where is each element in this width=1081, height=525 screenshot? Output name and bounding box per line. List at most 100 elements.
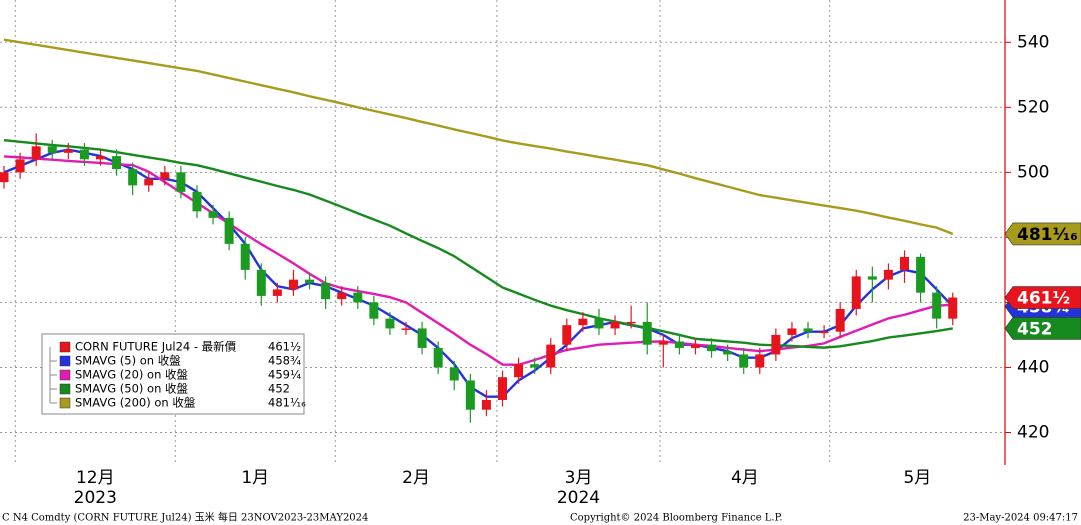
candle-body <box>835 308 845 332</box>
candle-body <box>690 344 700 348</box>
footer-right: 23-May-2024 09:47:17 <box>963 513 1078 524</box>
candle-body <box>883 269 893 280</box>
ma-line <box>3 38 954 236</box>
x-tick-label: 2月 <box>402 468 430 488</box>
value-tag-label: 481¹⁄₁₆ <box>1017 225 1078 245</box>
candle-body <box>192 191 202 212</box>
footer-left: C N4 Comdty (CORN FUTURE Jul24) 玉米 每日 23… <box>2 511 368 524</box>
legend-label: SMAVG (5) on 收盤 <box>75 354 181 368</box>
candle-body <box>514 364 524 378</box>
legend-value: 458¾ <box>268 354 301 368</box>
candle-body <box>771 334 781 355</box>
candle-body <box>755 354 765 368</box>
candle-body <box>369 302 379 319</box>
candle-body <box>337 292 347 300</box>
year-label: 2024 <box>557 488 600 508</box>
x-tick-label: 4月 <box>731 468 759 488</box>
candle-body <box>288 279 298 290</box>
candle-body <box>47 146 57 153</box>
legend-swatch <box>59 397 71 409</box>
ma-line <box>3 148 954 398</box>
candle-body <box>79 149 89 160</box>
y-tick-label: 540 <box>1017 32 1049 52</box>
candle-body <box>176 172 186 192</box>
candle-body <box>916 256 926 293</box>
value-tag-label: 452 <box>1017 319 1053 339</box>
candle-body <box>417 328 427 348</box>
legend-label: SMAVG (50) on 收盤 <box>75 382 189 396</box>
x-tick-label: 5月 <box>903 468 931 488</box>
candle-body <box>353 292 363 303</box>
candle-body <box>819 331 829 334</box>
candle-body <box>272 289 282 296</box>
candle-body <box>932 292 942 319</box>
legend-swatch <box>59 341 71 353</box>
footer-center: Copyright© 2024 Bloomberg Finance L.P. <box>570 513 783 524</box>
legend-value: 461½ <box>268 340 301 354</box>
candle-body <box>642 321 652 345</box>
candle-body <box>96 156 105 160</box>
candle-body <box>787 328 797 335</box>
candle-body <box>851 276 861 309</box>
candle-body <box>610 321 620 329</box>
candle-body <box>224 217 234 244</box>
legend-swatch <box>59 369 71 381</box>
candle-body <box>867 276 877 280</box>
candle-body <box>674 341 684 348</box>
candle-body <box>240 243 250 270</box>
value-tag-label: 461½ <box>1017 289 1070 309</box>
candle-body <box>739 354 749 368</box>
candle-body <box>449 367 459 381</box>
x-tick-label: 12月 <box>76 468 115 488</box>
candle-body <box>481 399 491 410</box>
candle-body <box>498 377 507 400</box>
candle-body <box>530 364 540 368</box>
candle-body <box>112 156 122 170</box>
candle-body <box>948 297 958 319</box>
candle-body <box>658 341 668 345</box>
candle-body <box>256 269 266 296</box>
legend-swatch <box>59 383 71 395</box>
legend-value: 481¹⁄₁₆ <box>268 396 306 410</box>
candle-body <box>578 318 588 326</box>
y-tick-label: 500 <box>1017 162 1049 182</box>
candle-body <box>305 279 315 283</box>
legend-label: CORN FUTURE Jul24 - 最新價 <box>75 340 237 354</box>
x-tick-label: 1月 <box>241 468 269 488</box>
candle-body <box>321 282 331 300</box>
candle-body <box>626 321 636 324</box>
candle-body <box>144 178 154 186</box>
legend-value: 459¼ <box>268 368 301 382</box>
candle-body <box>401 328 411 330</box>
candle-body <box>594 318 604 329</box>
legend-label: SMAVG (200) on 收盤 <box>75 396 196 410</box>
candle-body <box>63 149 73 153</box>
legend-box <box>41 333 305 415</box>
y-tick-label: 520 <box>1017 97 1049 117</box>
value-tag <box>1004 317 1081 340</box>
value-tag <box>1004 222 1081 246</box>
legend-value: 452 <box>268 382 290 396</box>
candle-body <box>385 318 395 329</box>
candle-body <box>900 256 909 270</box>
legend-label: SMAVG (20) on 收盤 <box>75 368 189 382</box>
x-tick-label: 3月 <box>565 468 593 488</box>
candle-body <box>707 344 717 352</box>
candle-body <box>0 172 9 183</box>
legend-swatch <box>59 355 71 367</box>
candle-body <box>546 344 556 368</box>
value-tag <box>1004 286 1081 309</box>
candle-body <box>562 325 572 345</box>
candle-body <box>160 172 170 179</box>
candle-body <box>433 347 443 368</box>
y-tick-label: 420 <box>1017 422 1049 442</box>
candle-body <box>465 380 475 410</box>
candle-body <box>128 169 138 186</box>
candle-body <box>15 159 25 173</box>
candle-body <box>803 328 813 332</box>
ma-line <box>3 138 953 349</box>
y-tick-label: 440 <box>1017 357 1049 377</box>
candle-body <box>208 211 218 218</box>
